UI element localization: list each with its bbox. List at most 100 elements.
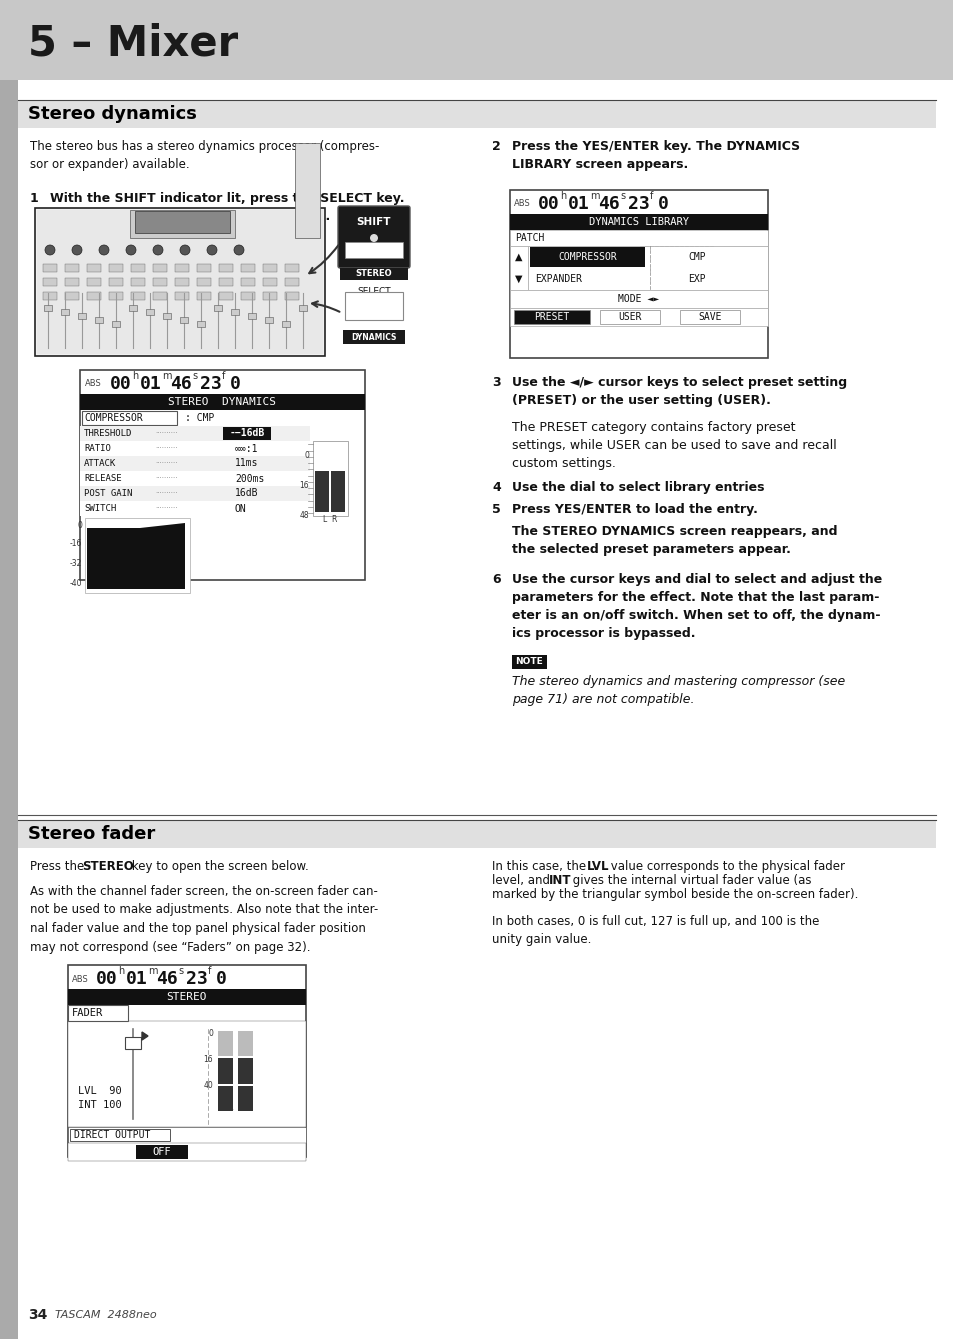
Bar [231, 309, 239, 315]
Text: 1: 1 [30, 191, 39, 205]
Text: h: h [559, 191, 566, 201]
Bar [237, 1086, 253, 1111]
Text: OFF: OFF [152, 1148, 172, 1157]
Bar [125, 1036, 141, 1048]
Bar [85, 518, 190, 593]
Bar [146, 309, 153, 315]
Text: Stereo dynamics: Stereo dynamics [28, 104, 196, 123]
Text: 01: 01 [126, 969, 148, 988]
Text: ATTACK: ATTACK [84, 459, 116, 469]
Text: DYNAMICS LIBRARY: DYNAMICS LIBRARY [588, 217, 688, 228]
Text: ··········: ·········· [154, 446, 177, 451]
Text: NOTE: NOTE [515, 657, 543, 667]
Bar [298, 305, 307, 311]
Bar [174, 264, 189, 272]
Bar [510, 190, 767, 358]
Text: CMP: CMP [687, 252, 705, 262]
Text: 5 – Mixer: 5 – Mixer [28, 21, 238, 64]
Text: COMPRESSOR: COMPRESSOR [558, 252, 617, 262]
Bar [510, 214, 767, 230]
Bar [43, 279, 57, 287]
Text: -40: -40 [70, 578, 82, 588]
Bar [512, 655, 546, 670]
Text: ∞∞:1: ∞∞:1 [234, 443, 258, 454]
Text: s: s [192, 371, 197, 382]
Bar [174, 279, 189, 287]
Text: SELECT: SELECT [356, 288, 391, 296]
Bar [294, 143, 319, 238]
Text: 0: 0 [658, 195, 668, 213]
Bar [109, 292, 123, 300]
Text: s: s [619, 191, 624, 201]
Bar [131, 292, 145, 300]
Text: STEREO: STEREO [167, 992, 207, 1002]
Text: Use the ◄/► cursor keys to select preset setting
(PRESET) or the user setting (U: Use the ◄/► cursor keys to select preset… [512, 376, 846, 407]
Text: The PRESET category contains factory preset
settings, while USER can be used to : The PRESET category contains factory pre… [512, 420, 836, 470]
Bar [68, 965, 306, 1157]
Text: 4: 4 [492, 481, 500, 494]
Text: -32: -32 [70, 558, 82, 568]
Text: ABS: ABS [85, 379, 102, 388]
Bar [241, 292, 254, 300]
Bar [65, 279, 79, 287]
Bar [180, 317, 188, 323]
Bar [0, 0, 953, 80]
Text: USER: USER [618, 312, 641, 321]
Text: STEREO: STEREO [82, 860, 133, 873]
Bar [218, 1086, 233, 1111]
Text: ··········: ·········· [154, 490, 177, 497]
Bar [135, 212, 230, 233]
Bar [345, 242, 402, 258]
Text: Press the: Press the [30, 860, 88, 873]
Bar [44, 305, 52, 311]
Bar [241, 279, 254, 287]
Bar [129, 305, 137, 311]
Text: Press YES/ENTER to load the entry.: Press YES/ENTER to load the entry. [512, 503, 757, 516]
Text: f: f [649, 191, 653, 201]
Text: INT 100: INT 100 [78, 1101, 122, 1110]
Bar [219, 292, 233, 300]
Bar [248, 313, 255, 319]
Text: marked by the triangular symbol beside the on-screen fader).: marked by the triangular symbol beside t… [492, 888, 858, 901]
Bar [152, 279, 167, 287]
Bar [80, 441, 310, 457]
Bar [87, 292, 101, 300]
Text: 48: 48 [299, 511, 309, 521]
Bar [82, 411, 177, 424]
Bar [314, 471, 329, 511]
Text: The STEREO DYNAMICS screen reappears, and
the selected preset parameters appear.: The STEREO DYNAMICS screen reappears, an… [512, 525, 837, 556]
Text: level, and: level, and [492, 874, 553, 886]
Text: 46: 46 [170, 375, 192, 394]
Text: THRESHOLD: THRESHOLD [84, 428, 132, 438]
Circle shape [180, 245, 190, 254]
Text: 00: 00 [537, 195, 559, 213]
Bar [136, 1145, 188, 1160]
Text: LVL  90: LVL 90 [78, 1086, 122, 1097]
Bar [218, 1031, 233, 1056]
Bar [87, 279, 101, 287]
Bar [131, 279, 145, 287]
Text: gives the internal virtual fader value (as: gives the internal virtual fader value (… [568, 874, 811, 886]
Bar [112, 321, 120, 327]
Text: Stereo fader: Stereo fader [28, 825, 155, 844]
FancyBboxPatch shape [337, 206, 410, 268]
Bar [61, 309, 69, 315]
Bar [18, 819, 935, 848]
Text: L  R: L R [323, 514, 337, 524]
Bar [514, 311, 589, 324]
Text: With the SHIFT indicator lit, press the SELECT key.
The STEREO DYNAMICS screen a: With the SHIFT indicator lit, press the … [50, 191, 404, 224]
Bar [265, 317, 273, 323]
Bar [80, 394, 365, 410]
Text: MODE ◄►: MODE ◄► [618, 295, 659, 304]
Text: COMPRESSOR: COMPRESSOR [84, 412, 143, 423]
Text: PATCH: PATCH [515, 233, 544, 242]
Text: 23: 23 [186, 969, 208, 988]
Text: In both cases, 0 is full cut, 127 is full up, and 100 is the
unity gain value.: In both cases, 0 is full cut, 127 is ful… [492, 915, 819, 947]
Text: Use the dial to select library entries: Use the dial to select library entries [512, 481, 763, 494]
Text: 01: 01 [567, 195, 589, 213]
Bar [510, 246, 527, 291]
Bar [43, 292, 57, 300]
Text: SAVE: SAVE [698, 312, 721, 321]
Text: 40: 40 [203, 1081, 213, 1090]
Text: key to open the screen below.: key to open the screen below. [128, 860, 309, 873]
